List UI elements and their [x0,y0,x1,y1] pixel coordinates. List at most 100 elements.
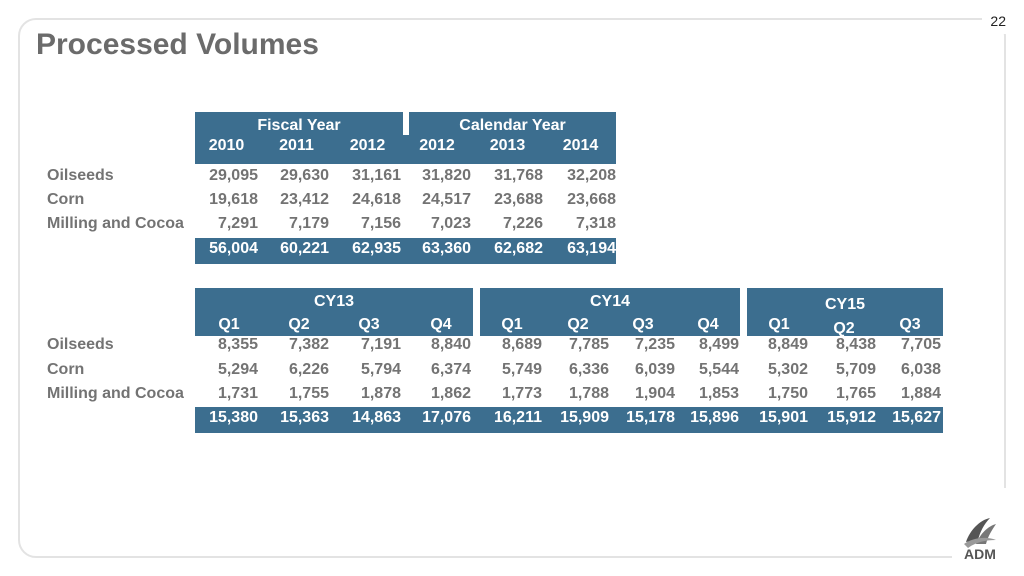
table-cell: 7,705 [900,336,941,353]
quarterly-total-bar [195,407,943,433]
adm-logo: ADM [956,512,1004,562]
row-label: Milling and Cocoa [47,215,184,232]
table-cell: 7,785 [568,336,609,353]
adm-logo-icon [964,518,996,548]
table-cell: 8,355 [217,336,258,353]
group-header-calendar-year: Calendar Year [459,117,566,134]
table-cell: 31,768 [494,167,543,184]
total-cell: 16,211 [493,409,542,426]
table-cell: 7,291 [217,215,258,232]
table-cell: 23,688 [494,191,543,208]
total-cell: 14,863 [352,409,401,426]
column-header: Q1 [501,316,523,333]
column-header: Q2 [833,320,855,337]
total-cell: 15,896 [690,409,739,426]
column-header: Q4 [430,316,452,333]
total-cell: 15,178 [626,409,675,426]
row-label: Oilseeds [47,167,114,184]
total-cell: 15,901 [759,409,808,426]
column-header: 2011 [279,137,314,154]
table-cell: 7,179 [288,215,329,232]
group-header-cy14: CY14 [589,293,631,310]
row-label: Oilseeds [47,336,114,353]
table-cell: 6,038 [900,361,941,378]
group-header-cy15: CY15 [824,296,866,313]
total-cell: 15,627 [892,409,941,426]
annual-header-divider [403,112,409,135]
column-header: 2013 [489,137,526,154]
table-cell: 24,517 [422,191,471,208]
total-cell: 56,004 [209,240,258,257]
table-cell: 6,336 [568,361,609,378]
table-cell: 7,023 [430,215,471,232]
table-cell: 5,302 [767,361,808,378]
table-cell: 1,788 [568,385,609,402]
table-cell: 7,382 [288,336,329,353]
total-cell: 62,935 [352,240,401,257]
column-header: 2010 [208,137,245,154]
table-cell: 8,840 [430,336,471,353]
table-cell: 1,765 [835,385,876,402]
table-cell: 5,794 [360,361,401,378]
page-title: Processed Volumes [36,28,319,61]
table-cell: 31,161 [352,167,401,184]
table-cell: 5,709 [835,361,876,378]
table-cell: 5,749 [501,361,542,378]
table-cell: 6,374 [430,361,471,378]
table-cell: 7,191 [360,336,401,353]
column-header: Q1 [768,316,790,333]
cy14-header-block [480,288,740,336]
row-label: Milling and Cocoa [47,385,184,402]
table-cell: 1,773 [501,385,542,402]
total-cell: 15,363 [280,409,329,426]
group-header-cy13: CY13 [313,293,355,310]
total-cell: 15,912 [827,409,876,426]
total-cell: 60,221 [280,240,329,257]
table-cell: 1,878 [360,385,401,402]
column-header: 2012 [419,137,455,154]
table-cell: 24,618 [352,191,401,208]
table-cell: 7,226 [502,215,543,232]
column-header: Q3 [358,316,380,333]
table-cell: 8,849 [767,336,808,353]
page-number: 22 [990,13,1006,29]
total-cell: 63,194 [567,240,616,257]
row-label: Corn [47,191,85,208]
frame-corner-cut [982,8,1014,34]
column-header: Q2 [567,316,589,333]
column-header: 2014 [562,137,599,154]
annual-total-bar [195,238,616,264]
total-cell: 17,076 [422,409,471,426]
table-cell: 8,438 [835,336,876,353]
column-header: Q3 [899,316,921,333]
table-cell: 1,862 [430,385,471,402]
table-cell: 6,039 [634,361,675,378]
group-header-fiscal-year: Fiscal Year [257,117,341,134]
cy13-header-block [195,288,473,336]
column-header: Q4 [697,316,719,333]
table-cell: 29,095 [209,167,258,184]
table-cell: 19,618 [209,191,258,208]
table-cell: 1,853 [698,385,739,402]
adm-logo-text: ADM [964,546,996,562]
table-cell: 1,755 [288,385,329,402]
slide-frame [18,18,1006,558]
frame-corner-cut-bottom [952,488,1016,568]
cy15-header-block [747,288,943,336]
table-cell: 8,689 [501,336,542,353]
table-cell: 1,884 [900,385,941,402]
table-cell: 31,820 [422,167,471,184]
table-cell: 32,208 [567,167,616,184]
table-cell: 1,731 [217,385,258,402]
column-header: 2012 [349,137,386,154]
table-cell: 7,235 [634,336,675,353]
table-cell: 1,750 [767,385,808,402]
total-cell: 63,360 [422,240,471,257]
column-header: Q1 [218,316,240,333]
table-cell: 29,630 [280,167,329,184]
total-cell: 15,380 [209,409,258,426]
table-cell: 1,904 [634,385,675,402]
total-cell: 15,909 [560,409,609,426]
table-cell: 8,499 [698,336,739,353]
column-header: Q2 [288,316,310,333]
